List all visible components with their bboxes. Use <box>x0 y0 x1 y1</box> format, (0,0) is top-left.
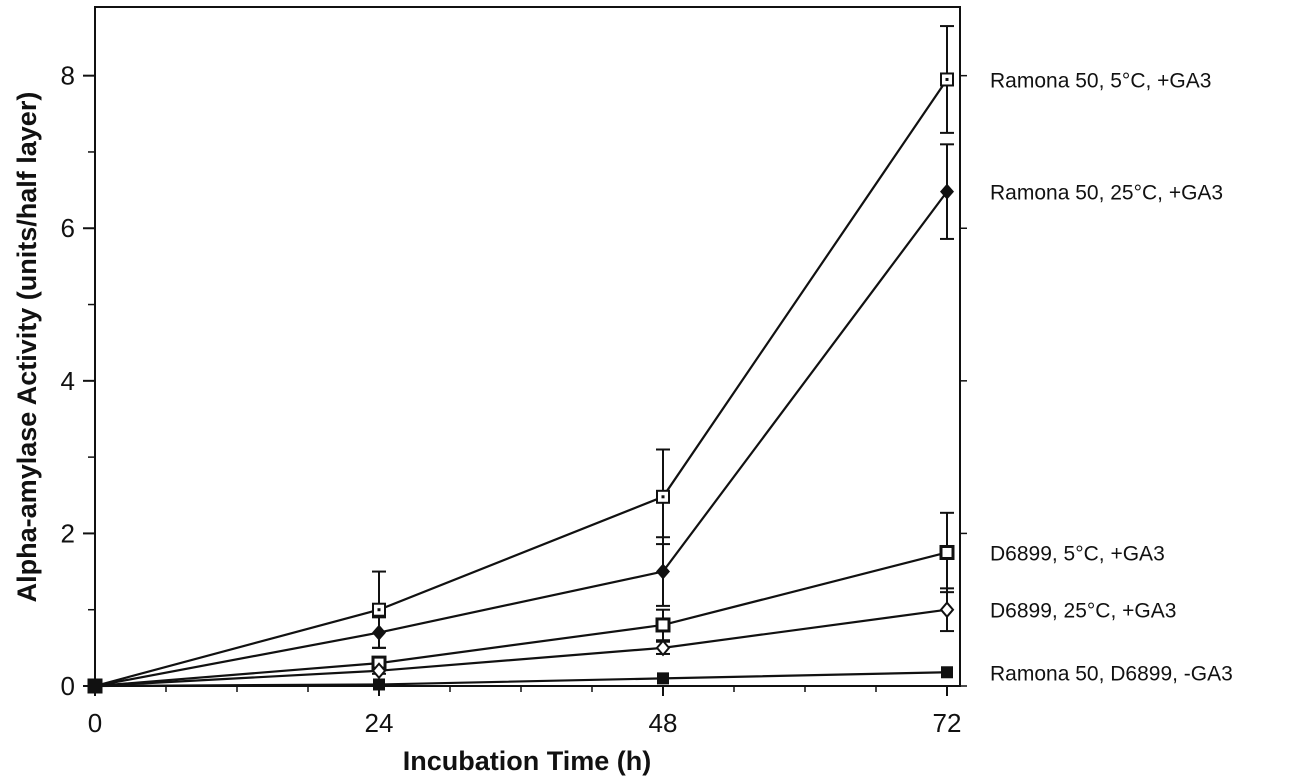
series-line <box>94 671 948 688</box>
series-line <box>94 78 948 688</box>
point-marker <box>939 544 955 560</box>
x-axis-label: Incubation Time (h) <box>403 746 652 776</box>
y-tick-label: 2 <box>61 518 75 548</box>
point-marker <box>373 678 385 691</box>
x-tick-label: 0 <box>88 708 102 738</box>
y-axis-label: Alpha-amylase Activity (units/half layer… <box>12 92 42 603</box>
x-tick-label: 24 <box>365 708 394 738</box>
series-line <box>94 551 948 688</box>
point-marker <box>89 680 101 692</box>
series-line <box>94 190 948 688</box>
point-marker <box>655 617 671 633</box>
x-tick-label: 72 <box>933 708 962 738</box>
x-tick-label: 48 <box>649 708 678 738</box>
y-tick-label: 0 <box>61 671 75 701</box>
point-marker <box>940 183 954 200</box>
point-marker-dot <box>661 495 665 499</box>
point-marker <box>657 672 669 685</box>
point-marker <box>655 639 671 657</box>
point-marker <box>372 624 386 641</box>
point-marker <box>941 666 953 679</box>
y-tick-label: 8 <box>61 61 75 91</box>
series-label: D6899, 5°C, +GA3 <box>990 542 1165 565</box>
series-label: Ramona 50, 25°C, +GA3 <box>990 182 1223 205</box>
plot-frame <box>94 6 961 687</box>
point-marker-dot <box>377 608 381 612</box>
series-label: Ramona 50, D6899, -GA3 <box>990 662 1233 685</box>
point-marker-dot <box>945 77 949 81</box>
series-label: Ramona 50, 5°C, +GA3 <box>990 69 1211 92</box>
y-tick-label: 6 <box>61 213 75 243</box>
point-marker <box>371 662 387 680</box>
y-tick-label: 4 <box>61 366 75 396</box>
point-marker <box>939 601 955 619</box>
series-line <box>94 608 948 688</box>
point-marker <box>656 563 670 580</box>
series-label: D6899, 25°C, +GA3 <box>990 600 1176 623</box>
